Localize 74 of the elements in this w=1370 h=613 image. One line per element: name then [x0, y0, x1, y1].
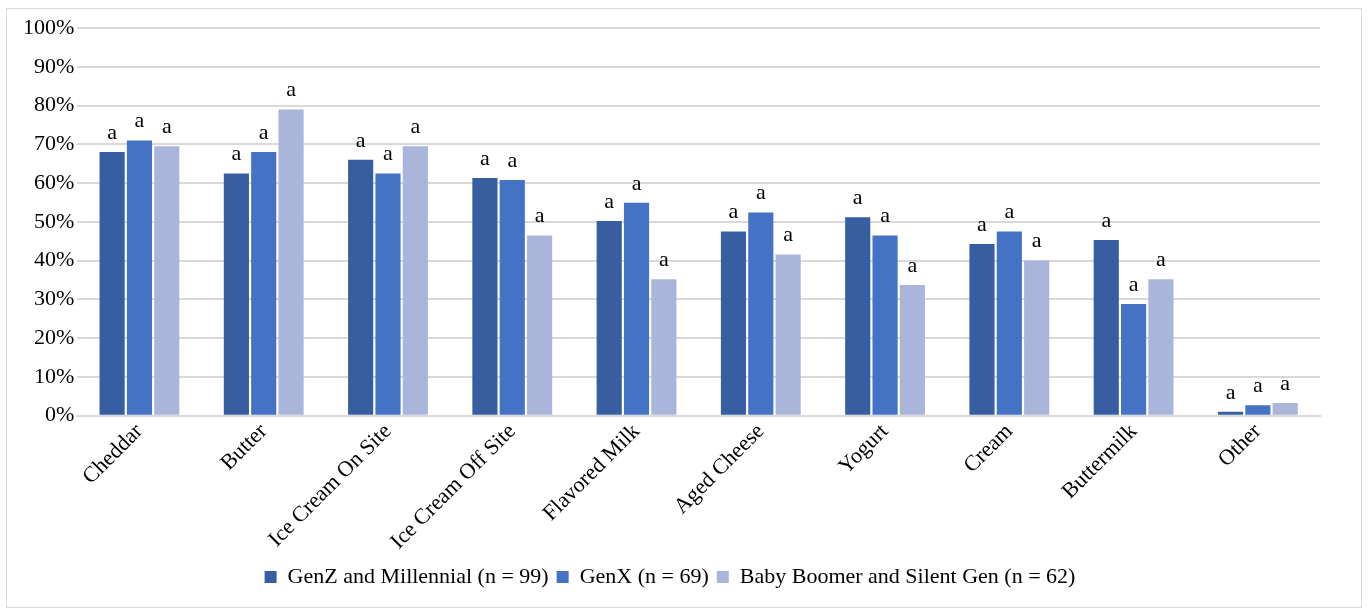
bar [527, 235, 553, 415]
y-tick-label: 40% [34, 246, 75, 272]
data-label: a [907, 251, 918, 277]
bar [899, 285, 925, 415]
bar [1245, 405, 1271, 415]
data-label: a [534, 202, 545, 228]
bar [748, 212, 774, 415]
data-label: a [755, 179, 766, 205]
data-label: a [1101, 206, 1112, 232]
legend-label: Baby Boomer and Silent Gen (n = 62) [739, 562, 1076, 588]
data-label: a [1128, 270, 1139, 296]
bar [651, 279, 677, 415]
data-label: a [728, 198, 739, 224]
data-label: a [1225, 378, 1236, 404]
bar [845, 217, 871, 415]
bar [1217, 411, 1244, 415]
data-label: a [631, 169, 642, 195]
y-tick-label: 30% [34, 285, 75, 311]
data-label: a [383, 140, 394, 166]
legend-label: GenZ and Millennial (n = 99) [287, 562, 549, 588]
y-tick-label: 10% [34, 362, 75, 388]
y-tick-label: 80% [34, 91, 75, 117]
data-label: a [410, 113, 421, 139]
data-label: a [231, 140, 242, 166]
data-label: a [258, 118, 269, 144]
y-tick-label: 50% [34, 207, 75, 233]
bar [251, 152, 277, 415]
data-label: a [783, 221, 794, 247]
data-label: a [1031, 227, 1042, 253]
data-label: a [880, 202, 891, 228]
bar [278, 109, 304, 415]
bar [1121, 304, 1147, 415]
data-label: a [1156, 246, 1167, 272]
data-label: a [658, 246, 669, 272]
data-label: a [161, 113, 172, 139]
y-tick-label: 70% [34, 130, 75, 156]
bar [1148, 279, 1174, 415]
bar [1024, 260, 1050, 415]
bar [969, 243, 995, 415]
data-label: a [355, 126, 366, 152]
data-label: a [107, 118, 118, 144]
data-label: a [604, 187, 615, 213]
bar [223, 173, 249, 415]
bar [348, 159, 374, 415]
y-tick-label: 100% [23, 13, 75, 39]
bar [996, 231, 1022, 415]
data-label: a [507, 146, 518, 172]
bar [375, 173, 401, 415]
bar [402, 146, 428, 415]
bar [596, 221, 622, 415]
bar [1272, 402, 1298, 415]
bar [872, 235, 898, 415]
data-label: a [286, 76, 297, 102]
bar [499, 179, 525, 415]
bar [1093, 240, 1119, 415]
y-tick-label: 20% [34, 323, 75, 349]
bar [99, 152, 125, 415]
bar [623, 202, 650, 415]
legend-label: GenX (n = 69) [579, 562, 709, 588]
data-label: a [1280, 369, 1291, 395]
data-label: a [977, 210, 988, 236]
y-tick-label: 60% [34, 168, 75, 194]
data-label: a [1004, 198, 1015, 224]
data-label: a [134, 107, 145, 133]
y-tick-label: 0% [45, 401, 75, 427]
bar [720, 231, 747, 415]
bar [154, 146, 180, 415]
y-tick-label: 90% [34, 52, 75, 78]
bar [126, 140, 153, 415]
data-label: a [852, 183, 863, 209]
bar [775, 254, 801, 415]
data-label: a [480, 144, 491, 170]
bar [472, 178, 498, 415]
data-label: a [1252, 372, 1263, 398]
